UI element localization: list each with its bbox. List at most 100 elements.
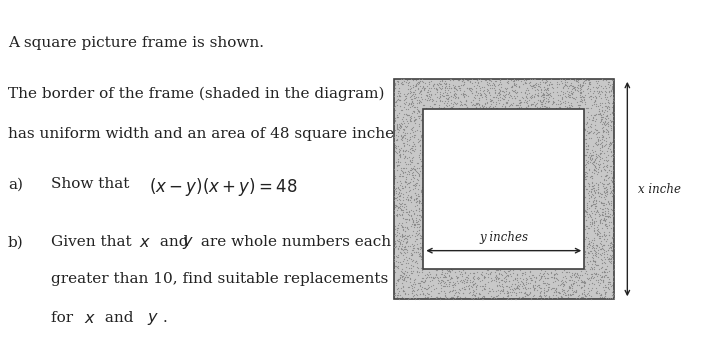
Point (588, 89, 600, 94)
Point (457, 277, 469, 282)
Point (547, 292, 559, 298)
Point (392, 291, 404, 296)
Point (597, 77, 609, 83)
Point (397, 194, 409, 200)
Point (520, 290, 531, 296)
Point (500, 88, 512, 93)
Point (601, 213, 613, 219)
Point (426, 105, 438, 110)
Point (590, 98, 601, 104)
Point (396, 224, 407, 230)
Point (457, 83, 468, 88)
Point (587, 192, 598, 198)
Point (401, 225, 412, 231)
Point (415, 207, 427, 213)
Point (534, 79, 546, 85)
Point (495, 271, 507, 277)
Point (497, 288, 509, 294)
Point (414, 156, 425, 162)
Point (566, 278, 578, 283)
Point (419, 294, 431, 299)
Point (537, 99, 548, 105)
Point (408, 140, 420, 146)
Point (401, 136, 413, 142)
Point (416, 191, 428, 197)
Point (417, 129, 428, 135)
Point (566, 270, 578, 276)
Point (602, 115, 613, 121)
Point (416, 270, 428, 275)
Point (413, 165, 425, 171)
Point (606, 241, 618, 247)
Point (582, 225, 594, 231)
Point (453, 268, 465, 274)
Point (399, 142, 410, 148)
Point (605, 201, 616, 206)
Point (580, 223, 592, 228)
Point (584, 226, 595, 231)
Point (405, 194, 417, 199)
Point (411, 231, 423, 236)
Point (464, 279, 476, 285)
Point (601, 188, 613, 194)
Point (400, 195, 412, 201)
Point (445, 100, 457, 106)
Point (603, 275, 614, 281)
Point (586, 174, 597, 180)
Point (555, 294, 567, 300)
Point (411, 236, 423, 242)
Point (401, 77, 412, 83)
Point (605, 258, 617, 264)
Point (470, 88, 482, 93)
Point (563, 91, 574, 97)
Point (499, 290, 510, 296)
Point (560, 104, 572, 110)
Point (390, 195, 401, 201)
Point (394, 122, 406, 128)
Point (529, 76, 541, 82)
Point (404, 136, 415, 142)
Point (390, 240, 401, 246)
Point (443, 85, 454, 90)
Point (593, 111, 605, 117)
Point (462, 85, 473, 91)
Point (579, 126, 590, 131)
Point (405, 256, 417, 262)
Point (584, 155, 596, 160)
Point (599, 115, 611, 121)
Point (389, 81, 401, 87)
Point (411, 169, 423, 175)
Point (448, 292, 460, 298)
Point (509, 276, 521, 282)
Point (404, 157, 416, 163)
Point (605, 207, 617, 212)
Point (523, 80, 535, 86)
Point (445, 85, 457, 91)
Point (598, 109, 610, 115)
Point (588, 282, 600, 287)
Point (590, 155, 602, 161)
Point (592, 189, 603, 194)
Point (400, 219, 412, 225)
Point (534, 282, 545, 288)
Point (401, 112, 413, 118)
Point (525, 95, 537, 101)
Point (412, 247, 423, 252)
Point (586, 174, 597, 180)
Point (390, 107, 401, 113)
Point (558, 287, 569, 292)
Point (588, 218, 600, 223)
Point (552, 92, 563, 98)
Point (394, 122, 406, 127)
Point (454, 287, 466, 293)
Point (409, 134, 420, 140)
Point (403, 112, 415, 118)
Point (601, 191, 613, 197)
Point (396, 223, 407, 229)
Point (401, 142, 413, 147)
Point (413, 221, 425, 227)
Point (589, 258, 600, 264)
Point (585, 248, 597, 254)
Point (585, 135, 597, 141)
Point (582, 131, 594, 136)
